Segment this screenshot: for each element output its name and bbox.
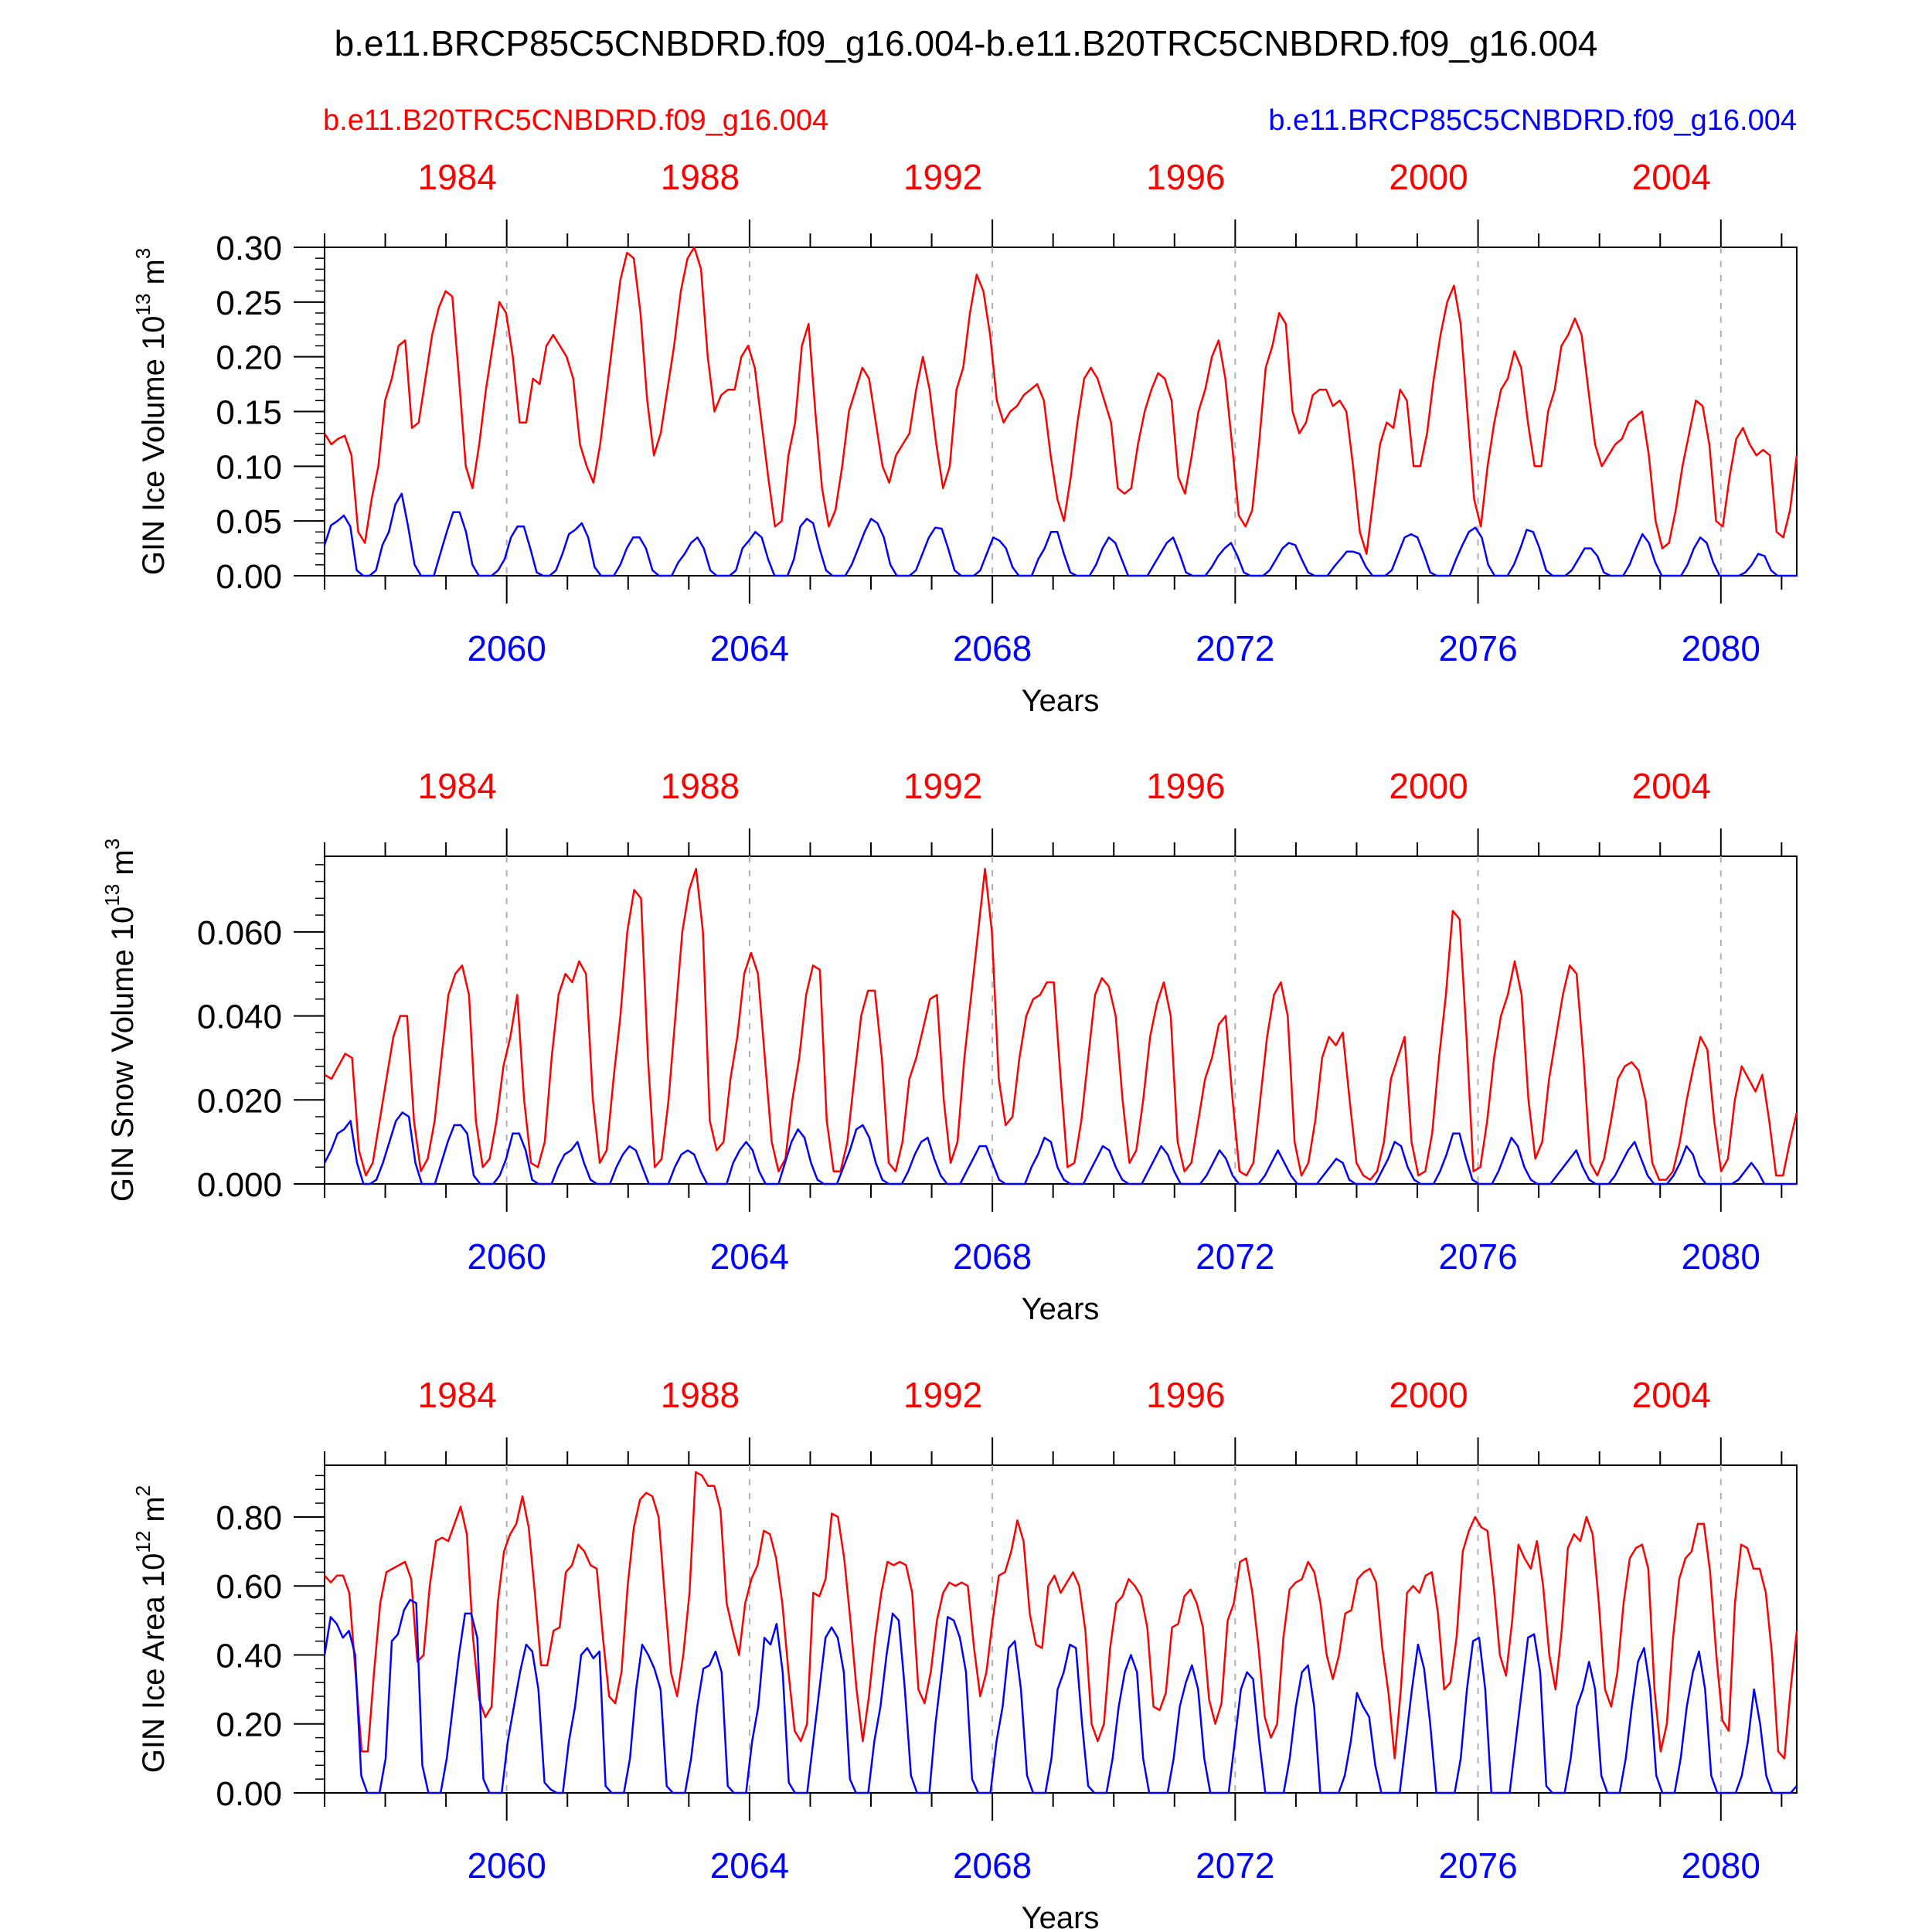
bottom-axis-label: 2072 — [1196, 1845, 1274, 1886]
y-axis-title: GIN Snow Volume 1013 m3 — [100, 838, 140, 1202]
y-tick-label: 0.040 — [197, 998, 282, 1036]
bottom-axis-label: 2068 — [953, 1236, 1032, 1277]
top-axis-label: 1992 — [903, 1375, 982, 1415]
bottom-axis-label: 2076 — [1438, 628, 1517, 668]
top-axis-label: 1992 — [903, 157, 982, 197]
legend-future-label: b.e11.BRCP85C5CNBDRD.f09_g16.004 — [1268, 104, 1797, 137]
top-axis-label: 1984 — [417, 157, 496, 197]
y-tick-label: 0.00 — [216, 1775, 282, 1813]
bottom-axis-label: 2080 — [1682, 1845, 1760, 1886]
y-tick-label: 0.20 — [216, 1706, 282, 1744]
bottom-axis-label: 2068 — [953, 628, 1032, 668]
y-tick-label: 0.25 — [216, 284, 282, 322]
y-tick-label: 0.20 — [216, 339, 282, 377]
bottom-axis-label: 2080 — [1682, 1236, 1760, 1277]
historical-series-line — [323, 246, 1798, 555]
top-axis-label: 1988 — [661, 766, 740, 806]
bottom-axis-label: 2072 — [1196, 1236, 1274, 1277]
historical-series-line — [324, 1471, 1798, 1760]
future-series-line — [323, 492, 1797, 577]
y-tick-label: 0.40 — [216, 1637, 282, 1675]
historical-series-line — [324, 868, 1798, 1181]
top-axis-label: 1992 — [903, 766, 982, 806]
top-axis-label: 2004 — [1632, 1375, 1711, 1415]
x-axis-title: Years — [1022, 1292, 1100, 1326]
figure-title: b.e11.BRCP85C5CNBDRD.f09_g16.004-b.e11.B… — [335, 23, 1598, 63]
top-axis-label: 1988 — [661, 157, 740, 197]
x-axis-title: Years — [1022, 684, 1100, 718]
y-tick-label: 0.060 — [197, 914, 282, 952]
top-axis-label: 2000 — [1389, 1375, 1468, 1415]
bottom-axis-label: 2060 — [467, 628, 546, 668]
future-series-line — [323, 1111, 1797, 1185]
plot-frame — [324, 247, 1798, 577]
y-tick-label: 0.05 — [216, 503, 282, 541]
top-axis-label: 1996 — [1146, 157, 1225, 197]
ice-area-panel: 0.00 0.20 0.40 0.60 0.80 1984 1988 1992 1996 2000… — [131, 1375, 1798, 1932]
bottom-axis-label: 2064 — [710, 1845, 789, 1886]
legend-historical-label: b.e11.B20TRC5CNBDRD.f09_g16.004 — [323, 104, 828, 137]
y-tick-label: 0.10 — [216, 448, 282, 486]
snow-volume-panel: 0.000 0.020 0.040 0.060 1984 1988 1992 1996 2000… — [100, 766, 1798, 1326]
x-axis-title: Years — [1022, 1901, 1100, 1932]
y-tick-label: 0.00 — [216, 558, 282, 596]
y-tick-label: 0.60 — [216, 1568, 282, 1606]
bottom-axis-label: 2064 — [710, 628, 789, 668]
top-axis-label: 1996 — [1146, 1375, 1225, 1415]
ice-volume-panel: 0.00 0.05 0.10 0.15 0.20 0.25 0.30 1984 1988 1992… — [131, 157, 1798, 718]
top-axis-label: 2004 — [1632, 157, 1711, 197]
bottom-axis-label: 2060 — [467, 1845, 546, 1886]
plot-frame — [324, 855, 1798, 1185]
y-tick-label: 0.020 — [197, 1082, 282, 1120]
top-axis-label: 1988 — [661, 1375, 740, 1415]
top-axis-label: 1996 — [1146, 766, 1225, 806]
bottom-axis-label: 2076 — [1438, 1236, 1517, 1277]
bottom-axis-label: 2068 — [953, 1845, 1032, 1886]
bottom-axis-label: 2076 — [1438, 1845, 1517, 1886]
top-axis-label: 2004 — [1632, 766, 1711, 806]
y-tick-label: 0.000 — [197, 1166, 282, 1204]
bottom-axis-label: 2072 — [1196, 628, 1274, 668]
top-axis-label: 1984 — [417, 766, 496, 806]
top-axis-label: 2000 — [1389, 157, 1468, 197]
top-axis-label: 2000 — [1389, 766, 1468, 806]
y-tick-label: 0.30 — [216, 230, 282, 267]
bottom-axis-label: 2064 — [710, 1236, 789, 1277]
y-axis-title: GIN Ice Volume 1013 m3 — [131, 248, 171, 576]
y-axis-title: GIN Ice Area 1012 m2 — [131, 1485, 171, 1773]
y-tick-label: 0.80 — [216, 1499, 282, 1537]
future-series-line — [323, 1598, 1798, 1794]
bottom-axis-label: 2080 — [1682, 628, 1760, 668]
y-tick-label: 0.15 — [216, 394, 282, 432]
top-axis-label: 1984 — [417, 1375, 496, 1415]
plot-frame — [324, 1464, 1798, 1794]
bottom-axis-label: 2060 — [467, 1236, 546, 1277]
